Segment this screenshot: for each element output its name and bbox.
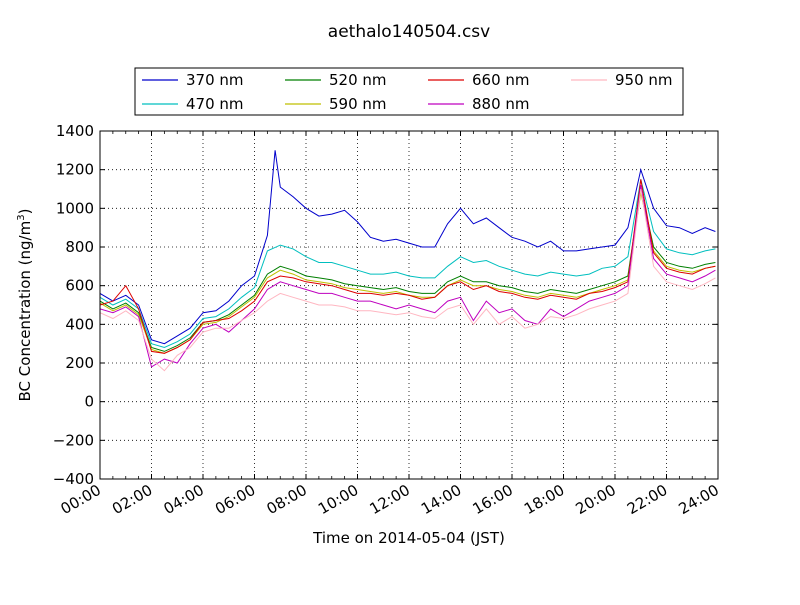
legend-item-880-nm: 880 nm	[428, 95, 530, 113]
series-line-470-nm	[99, 179, 716, 349]
x-tick-label: 20:00	[573, 481, 619, 518]
y-tick-label: 1400	[56, 122, 94, 140]
y-axis-label-superscript: 3	[16, 214, 27, 220]
legend-item-590-nm: 590 nm	[285, 95, 387, 113]
x-tick-label: 22:00	[624, 481, 670, 518]
legend-item-520-nm: 520 nm	[285, 71, 387, 89]
series-line-880-nm	[99, 185, 716, 368]
chart-title: aethalo140504.csv	[328, 22, 490, 42]
series-line-520-nm	[99, 188, 716, 352]
x-axis-label: Time on 2014-05-04 (JST)	[312, 529, 505, 547]
x-tick-label: 24:00	[676, 481, 722, 518]
y-tick-label: 400	[65, 315, 94, 333]
x-tick-labels: 00:00 02:00 04:00 06:00 08:00 10:00 12:00 14:00…	[58, 481, 722, 518]
legend-label: 370 nm	[186, 71, 244, 89]
legend-item-470-nm: 470 nm	[142, 95, 244, 113]
legend-box	[134, 67, 684, 116]
grid	[100, 131, 718, 479]
x-tick-label: 18:00	[521, 481, 567, 518]
legend-label: 880 nm	[472, 95, 530, 113]
y-tick-labels: −400 −200 0 200 400 600 800 1000 1200 1400	[53, 122, 94, 488]
ticks	[99, 130, 719, 480]
y-tick-label: 200	[65, 354, 94, 372]
x-tick-label: 08:00	[264, 481, 310, 518]
y-tick-label: 1000	[56, 199, 94, 217]
legend: 370 nm 470 nm 520 nm 590 nm 660 nm 880 nm 950 …	[134, 67, 684, 116]
y-tick-label: −200	[53, 431, 94, 449]
x-tick-label: 12:00	[367, 481, 413, 518]
series-line-370-nm	[99, 150, 716, 345]
legend-label: 470 nm	[186, 95, 244, 113]
y-tick-label: 1200	[56, 161, 94, 179]
legend-label: 950 nm	[615, 71, 673, 89]
y-tick-label: 800	[65, 238, 94, 256]
legend-item-950-nm: 950 nm	[571, 71, 673, 89]
legend-label: 590 nm	[329, 95, 387, 113]
y-tick-label: 0	[84, 393, 94, 411]
series-lines	[99, 150, 716, 372]
x-tick-label: 04:00	[161, 481, 207, 518]
y-tick-label: 600	[65, 277, 94, 295]
x-tick-label: 06:00	[212, 481, 258, 518]
legend-item-370-nm: 370 nm	[142, 71, 244, 89]
x-tick-label: 16:00	[470, 481, 516, 518]
y-tick-label: −400	[53, 470, 94, 488]
series-line-660-nm	[99, 179, 716, 354]
x-tick-label: 10:00	[315, 481, 361, 518]
legend-label: 520 nm	[329, 71, 387, 89]
y-axis-label-close: )	[16, 209, 34, 215]
y-axis-label-main: BC Concentration (ng/m	[16, 221, 34, 402]
series-line-950-nm	[99, 188, 716, 372]
x-tick-label: 02:00	[109, 481, 155, 518]
legend-label: 660 nm	[472, 71, 530, 89]
x-tick-label: 14:00	[418, 481, 464, 518]
series-line-590-nm	[99, 192, 716, 354]
legend-item-660-nm: 660 nm	[428, 71, 530, 89]
y-axis-label: BC Concentration (ng/m3)	[16, 209, 34, 402]
